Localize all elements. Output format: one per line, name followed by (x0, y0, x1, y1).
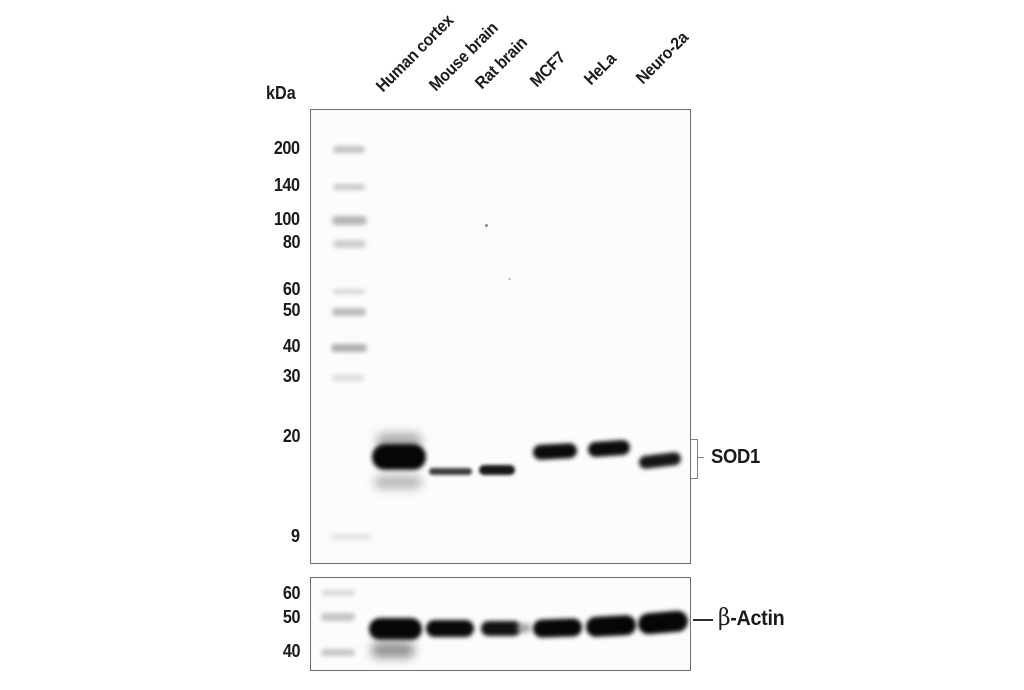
blot-panel-beta-actin (310, 577, 691, 671)
mw-marker-30: 30 (282, 366, 301, 386)
sample-band (532, 442, 578, 460)
sod1-bracket (691, 439, 698, 479)
lane-label-hela: HeLa (580, 49, 620, 89)
mw-marker-ctrl-60: 60 (282, 583, 301, 603)
mw-marker-9: 9 (291, 526, 300, 546)
ladder-band (321, 648, 355, 656)
sample-band (371, 642, 415, 658)
lane-label-mcf7: MCF7 (526, 47, 570, 91)
sample-band (426, 619, 474, 637)
ladder-band (331, 344, 367, 352)
lane-label-neuro-2a: Neuro-2a (632, 27, 693, 88)
sample-band (517, 624, 531, 632)
mw-marker-50: 50 (282, 300, 301, 320)
target-label-sod1: SOD1 (711, 446, 761, 468)
actin-text: -Actin (730, 607, 785, 630)
beta-glyph: β (718, 605, 731, 631)
mw-marker-200: 200 (274, 138, 300, 158)
sample-band (428, 467, 472, 475)
ladder-band (333, 145, 365, 153)
mw-marker-40: 40 (282, 336, 301, 356)
sample-band (585, 614, 637, 638)
blot-panel-sod1 (310, 109, 691, 564)
sample-band (372, 444, 426, 470)
mw-marker-80: 80 (282, 232, 301, 252)
ladder-band (332, 308, 366, 316)
mw-marker-60: 60 (282, 279, 301, 299)
ladder-band (331, 215, 367, 225)
mw-marker-20: 20 (282, 426, 301, 446)
dust-speck (485, 224, 488, 227)
mw-marker-100: 100 (274, 209, 300, 229)
mw-marker-140: 140 (274, 175, 300, 195)
mw-marker-ctrl-40: 40 (282, 641, 301, 661)
dust-speck (508, 278, 511, 280)
sod1-bracket-tick (698, 457, 704, 458)
sample-band (374, 475, 422, 489)
sample-band (481, 620, 521, 636)
ladder-band (332, 240, 366, 248)
sample-band (587, 439, 631, 457)
kda-unit-label: kDa (266, 83, 296, 103)
ladder-band (332, 375, 364, 381)
sample-band (532, 618, 582, 638)
target-label-beta-actin: β-Actin (718, 605, 785, 631)
sample-band (479, 465, 515, 475)
mw-marker-ctrl-50: 50 (282, 607, 301, 627)
ladder-band (321, 590, 355, 596)
ladder-band (333, 184, 365, 190)
ladder-band (333, 288, 365, 294)
sample-band (637, 609, 689, 635)
ladder-band (331, 534, 371, 540)
sample-band (368, 618, 422, 640)
sample-band (638, 450, 682, 470)
ladder-band (321, 613, 355, 621)
beta-actin-pointer-line (693, 619, 713, 621)
